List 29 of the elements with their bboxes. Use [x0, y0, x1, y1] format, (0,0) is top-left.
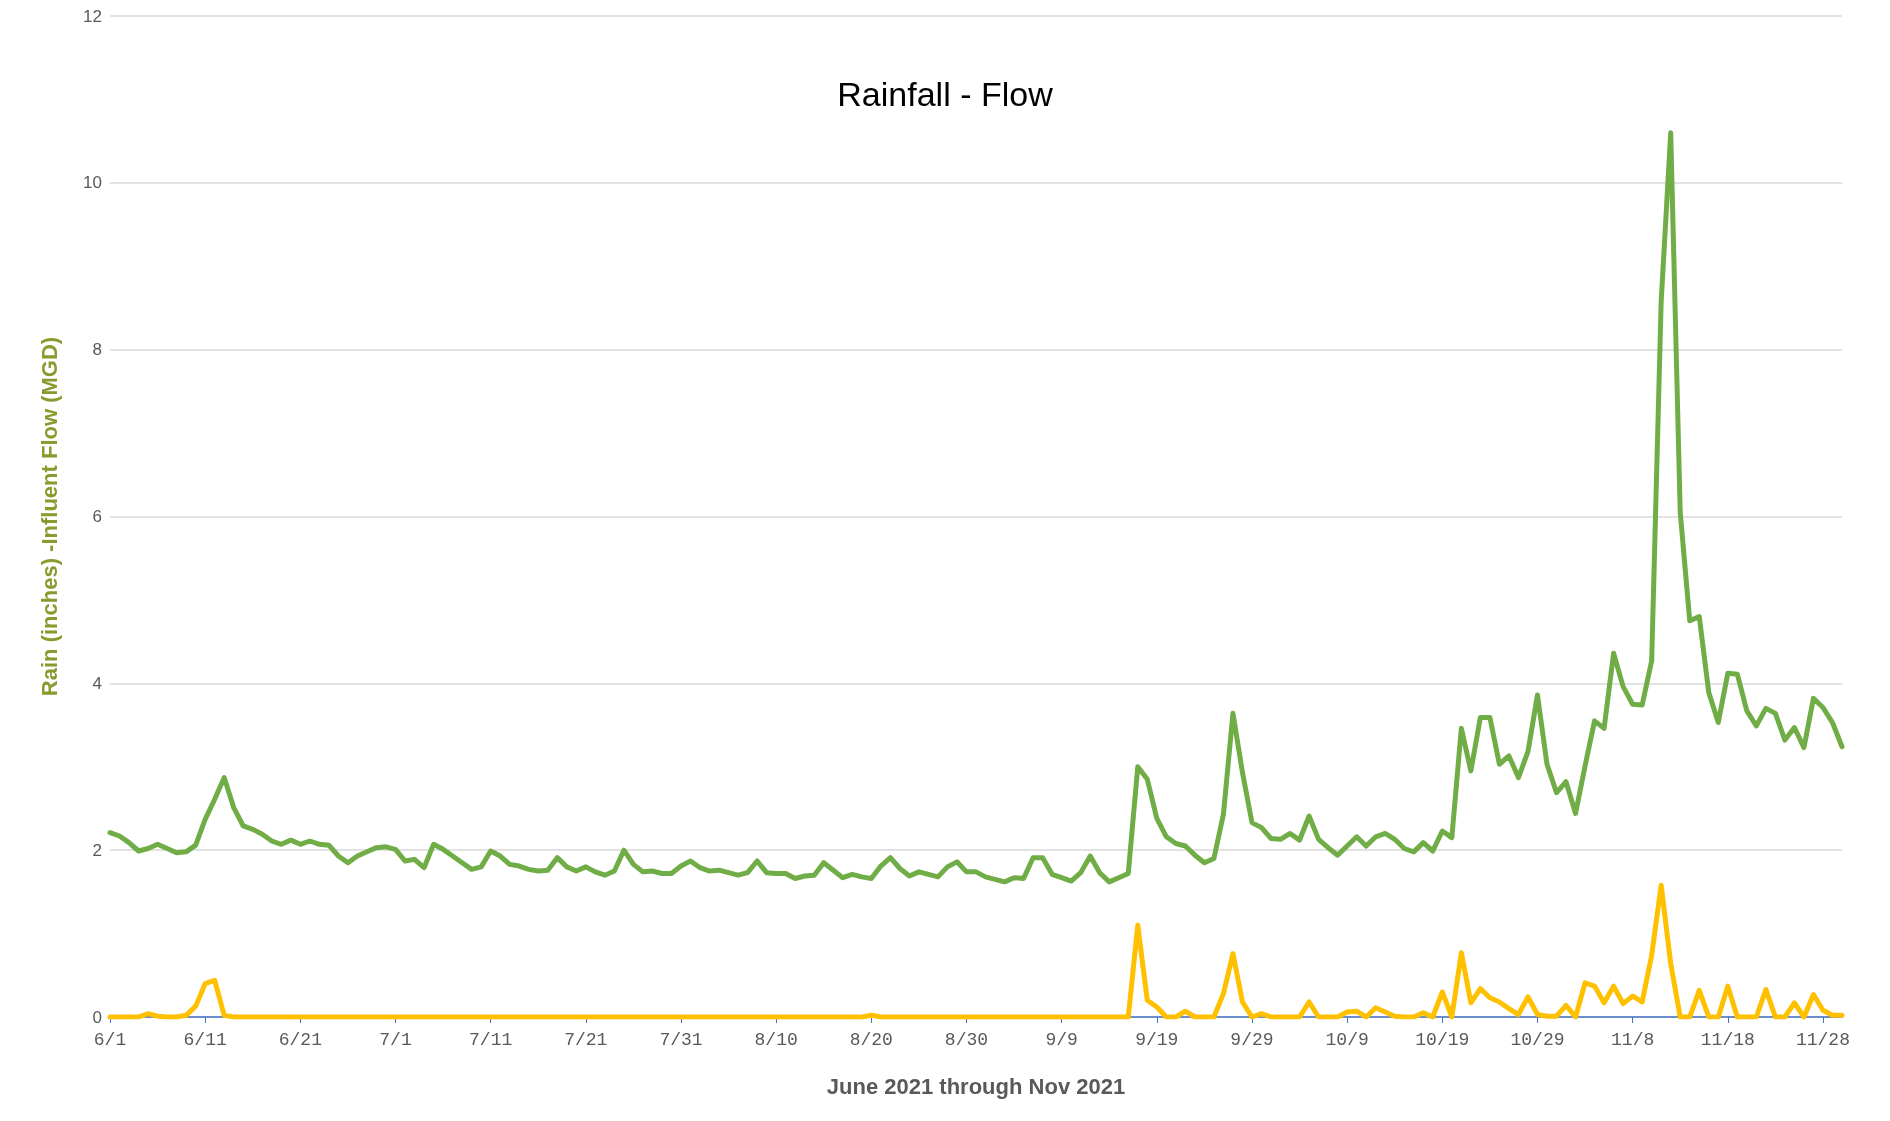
x-tick-label: 8/10 — [754, 1030, 798, 1050]
x-tick-label: 6/1 — [93, 1030, 127, 1050]
x-tick-label: 6/11 — [183, 1030, 227, 1050]
y-tick-label: 6 — [92, 507, 102, 526]
x-tick-label: 7/21 — [564, 1030, 608, 1050]
x-tick-label: 11/18 — [1700, 1030, 1755, 1050]
x-tick-label: 10/9 — [1325, 1030, 1369, 1050]
x-tick-label: 8/20 — [849, 1030, 893, 1050]
x-tick-label: 9/29 — [1230, 1030, 1274, 1050]
x-tick-label: 7/31 — [659, 1030, 703, 1050]
x-axis-title: June 2021 through Nov 2021 — [826, 1073, 1126, 1099]
x-tick-label: 10/29 — [1510, 1030, 1565, 1050]
y-tick-label: 2 — [92, 840, 102, 860]
x-tick-label: 11/8 — [1611, 1030, 1655, 1050]
y-tick-label: 10 — [83, 173, 102, 193]
y-tick-label: 12 — [83, 6, 102, 26]
x-tick-label: 9/9 — [1045, 1030, 1078, 1050]
text: Rainfall - Flow — [837, 75, 1054, 113]
y-tick-label: 4 — [92, 673, 102, 693]
x-tick-label: 9/19 — [1135, 1030, 1179, 1050]
x-tick-label: 10/19 — [1415, 1030, 1470, 1050]
x-tick-label: 7/11 — [469, 1030, 513, 1050]
x-tick-label: 11/28 — [1795, 1030, 1850, 1050]
x-tick-label: 8/30 — [944, 1030, 989, 1050]
x-tick-label: 7/1 — [379, 1030, 412, 1050]
y-axis-title: Rain (inches) -Influent Flow (MGD) — [36, 336, 62, 697]
x-tick-label: 6/21 — [278, 1030, 322, 1050]
y-tick-label: 8 — [92, 340, 102, 360]
y-tick-label: 0 — [92, 1007, 102, 1027]
